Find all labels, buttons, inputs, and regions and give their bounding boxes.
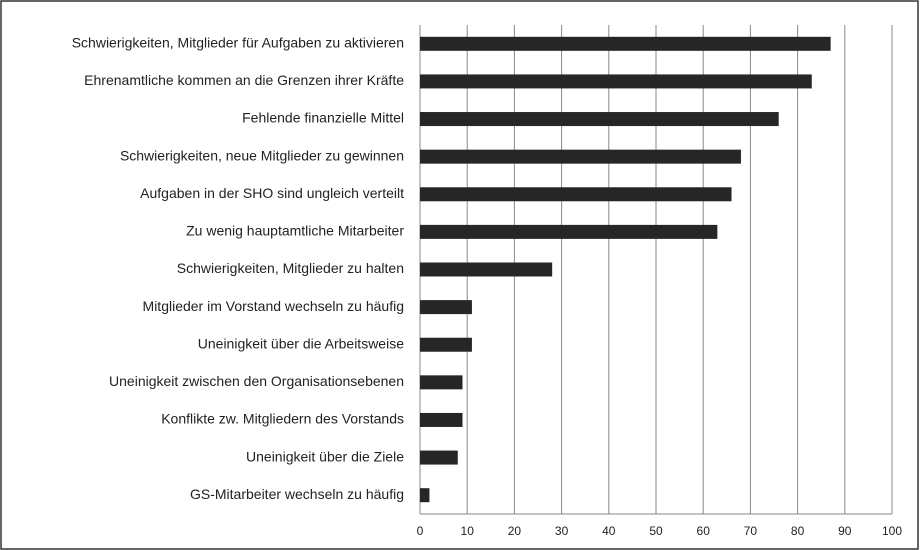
x-tick-label: 100	[882, 524, 902, 538]
bar	[420, 224, 718, 239]
x-tick-label: 10	[461, 524, 475, 538]
x-tick-label: 60	[697, 524, 711, 538]
y-tick-label: Konflikte zw. Mitgliedern des Vorstands	[161, 411, 404, 427]
bar	[420, 262, 553, 277]
x-tick-label: 20	[508, 524, 522, 538]
bar	[420, 375, 463, 390]
y-tick-label: GS-Mitarbeiter wechseln zu häufig	[190, 486, 404, 502]
x-tick-label: 90	[838, 524, 852, 538]
y-tick-label: Aufgaben in der SHO sind ungleich vertei…	[140, 185, 404, 201]
bar	[420, 337, 472, 352]
bar	[420, 300, 472, 315]
bar	[420, 488, 430, 503]
y-tick-label: Uneinigkeit zwischen den Organisationseb…	[109, 373, 404, 389]
y-tick-label: Uneinigkeit über die Ziele	[246, 448, 404, 464]
bar	[420, 149, 741, 164]
y-tick-label: Fehlende finanzielle Mittel	[242, 110, 404, 126]
y-tick-label: Mitglieder im Vorstand wechseln zu häufi…	[143, 298, 404, 314]
x-tick-label: 80	[791, 524, 805, 538]
y-tick-label: Schwierigkeiten, neue Mitglieder zu gewi…	[120, 147, 404, 163]
x-tick-label: 0	[417, 524, 424, 538]
x-tick-label: 40	[602, 524, 616, 538]
x-tick-label: 50	[649, 524, 663, 538]
y-tick-label: Ehrenamtliche kommen an die Grenzen ihre…	[84, 72, 404, 88]
y-tick-label: Zu wenig hauptamtliche Mitarbeiter	[186, 223, 404, 239]
y-tick-label: Uneinigkeit über die Arbeitsweise	[198, 335, 404, 351]
y-tick-label: Schwierigkeiten, Mitglieder zu halten	[177, 260, 404, 276]
y-tick-label: Schwierigkeiten, Mitglieder für Aufgaben…	[72, 35, 404, 51]
bar	[420, 74, 812, 89]
x-tick-label: 70	[744, 524, 758, 538]
bar	[420, 187, 732, 202]
bar	[420, 412, 463, 427]
x-tick-label: 30	[555, 524, 569, 538]
bar	[420, 112, 779, 127]
bar	[420, 36, 831, 51]
bar	[420, 450, 458, 465]
